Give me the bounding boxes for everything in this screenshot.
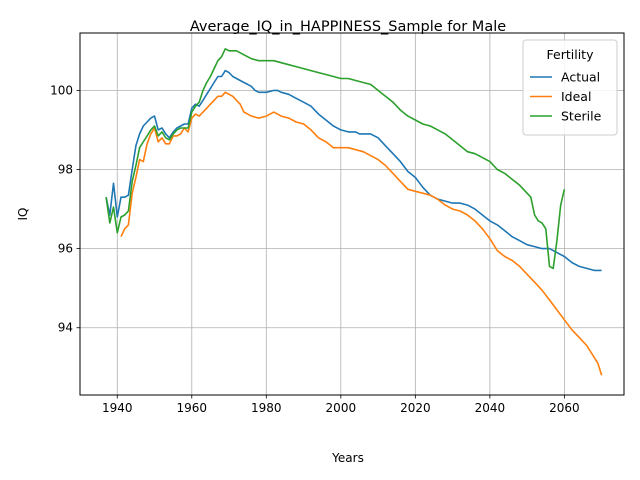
legend-label-sterile: Sterile — [561, 109, 602, 124]
legend-title: Fertility — [547, 47, 595, 62]
legend-label-actual: Actual — [561, 70, 600, 85]
x-tick-label: 2000 — [326, 401, 357, 415]
y-tick-label: 100 — [50, 83, 73, 97]
x-tick-label: 2020 — [400, 401, 431, 415]
y-tick-label: 98 — [58, 162, 73, 176]
y-tick-label: 94 — [58, 321, 73, 335]
legend: Fertility Actual Ideal Sterile — [523, 40, 617, 135]
x-tick-label: 2060 — [549, 401, 580, 415]
y-tick-label: 96 — [58, 242, 73, 256]
x-tick-label: 1960 — [177, 401, 208, 415]
x-tick-label: 1980 — [251, 401, 282, 415]
y-axis-label: IQ — [16, 208, 30, 221]
x-tick-label: 1940 — [102, 401, 133, 415]
x-axis-label: Years — [331, 451, 364, 465]
x-tick-label: 2040 — [475, 401, 506, 415]
legend-label-ideal: Ideal — [561, 89, 591, 104]
